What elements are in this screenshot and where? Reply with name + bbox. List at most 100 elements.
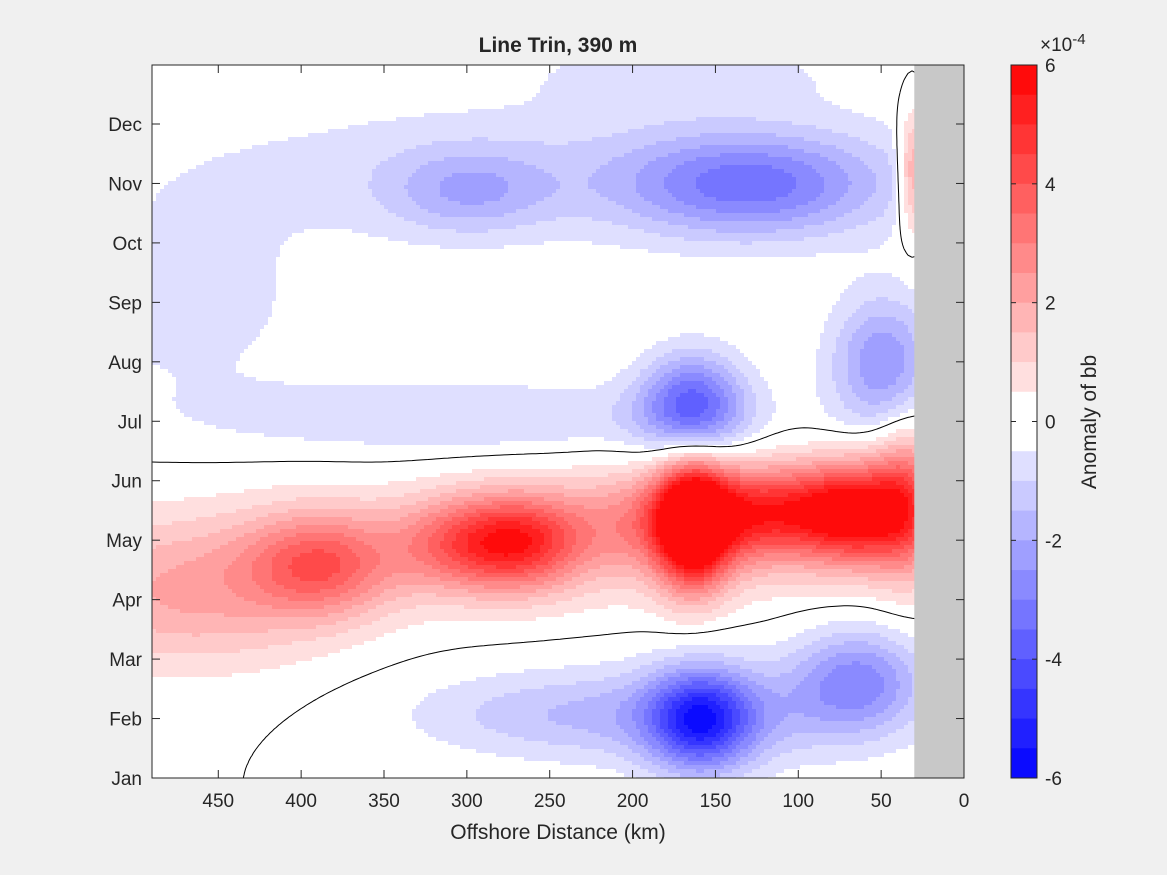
contour-cell xyxy=(908,513,917,518)
contour-cell xyxy=(544,685,625,690)
contour-cell xyxy=(252,573,273,578)
contour-cell xyxy=(388,209,429,214)
contour-cell xyxy=(660,561,669,566)
contour-cell xyxy=(892,177,897,182)
contour-cell xyxy=(268,317,829,322)
contour-cell xyxy=(276,273,865,278)
contour-cell xyxy=(744,389,753,394)
colorbar-exponent-base: ×10 xyxy=(1040,35,1072,56)
contour-cell xyxy=(736,693,745,698)
contour-cell xyxy=(152,153,225,158)
contour-cell xyxy=(660,477,665,482)
contour-cell xyxy=(832,353,849,358)
contour-cell xyxy=(648,493,653,498)
contour-cell xyxy=(556,513,577,518)
contour-cell xyxy=(664,693,677,698)
contour-cell xyxy=(796,185,825,190)
contour-cell xyxy=(244,597,289,602)
contour-cell xyxy=(896,209,905,214)
contour-cell xyxy=(608,197,645,202)
contour-cell xyxy=(800,525,905,530)
contour-cell xyxy=(564,589,601,594)
contour-cell xyxy=(776,725,877,730)
contour-cell xyxy=(684,573,705,578)
contour-cell xyxy=(264,525,297,530)
contour-cell xyxy=(884,721,909,726)
contour-cell xyxy=(632,405,645,410)
contour-cell xyxy=(728,409,737,414)
contour-cell xyxy=(840,397,861,402)
contour-cell xyxy=(588,569,641,574)
contour-cell xyxy=(656,553,661,558)
contour-cell xyxy=(680,673,721,678)
contour-cell xyxy=(624,685,645,690)
contour-cell xyxy=(680,457,717,462)
contour-cell xyxy=(868,465,897,470)
contour-cell xyxy=(376,549,409,554)
contour-cell xyxy=(664,385,673,390)
contour-cell xyxy=(372,177,409,182)
contour-cell xyxy=(764,377,817,382)
contour-cell xyxy=(796,205,829,210)
colorbar-swatch xyxy=(1011,243,1037,274)
contour-cell xyxy=(860,729,897,734)
contour-cell xyxy=(904,369,917,374)
contour-cell xyxy=(660,749,669,754)
contour-cell xyxy=(372,169,417,174)
contour-cell xyxy=(516,209,633,214)
contour-cell xyxy=(644,381,657,386)
contour-cell xyxy=(740,469,781,474)
contour-cell xyxy=(524,161,609,166)
colorbar-swatch xyxy=(1011,629,1037,660)
contour-cell xyxy=(656,705,665,710)
contour-cell xyxy=(476,573,529,578)
contour-cell xyxy=(392,573,425,578)
contour-cell xyxy=(652,521,657,526)
contour-cell xyxy=(668,677,689,682)
contour-cell xyxy=(724,741,733,746)
contour-cell xyxy=(884,121,905,126)
contour-cell xyxy=(644,197,677,202)
contour-cell xyxy=(484,569,525,574)
contour-cell xyxy=(740,349,817,354)
contour-cell xyxy=(720,561,729,566)
contour-cell xyxy=(556,577,573,582)
contour-cell xyxy=(572,577,597,582)
colorbar-swatch xyxy=(1011,421,1037,452)
contour-cell xyxy=(720,385,733,390)
contour-cell xyxy=(644,573,657,578)
contour-cell xyxy=(684,577,705,582)
contour-cell xyxy=(632,209,669,214)
contour-cell xyxy=(860,353,905,358)
contour-cell xyxy=(152,617,349,622)
contour-cell xyxy=(824,97,964,102)
contour-cell xyxy=(648,249,869,254)
contour-cell xyxy=(496,565,517,570)
contour-cell xyxy=(440,473,609,478)
contour-cell xyxy=(176,393,621,398)
contour-cell xyxy=(740,697,749,702)
contour-cell xyxy=(756,709,765,714)
contour-cell xyxy=(152,381,177,386)
contour-cell xyxy=(860,457,885,462)
contour-cell xyxy=(668,337,721,342)
contour-cell xyxy=(884,149,897,154)
contour-cell xyxy=(644,497,653,502)
contour-cell xyxy=(272,501,417,506)
contour-cell xyxy=(768,421,845,426)
contour-cell xyxy=(812,165,841,170)
contour-cell xyxy=(636,397,645,402)
contour-cell xyxy=(252,341,657,346)
contour-cell xyxy=(624,773,657,778)
contour-cell xyxy=(636,181,665,186)
contour-cell xyxy=(660,489,665,494)
contour-cell xyxy=(684,213,809,218)
contour-cell xyxy=(456,481,617,486)
contour-cell xyxy=(864,381,897,386)
contour-cell xyxy=(668,733,677,738)
contour-cell xyxy=(628,365,649,370)
contour-cell xyxy=(672,757,689,762)
contour-cell xyxy=(648,541,653,546)
contour-cell xyxy=(484,497,545,502)
contour-cell xyxy=(724,685,737,690)
